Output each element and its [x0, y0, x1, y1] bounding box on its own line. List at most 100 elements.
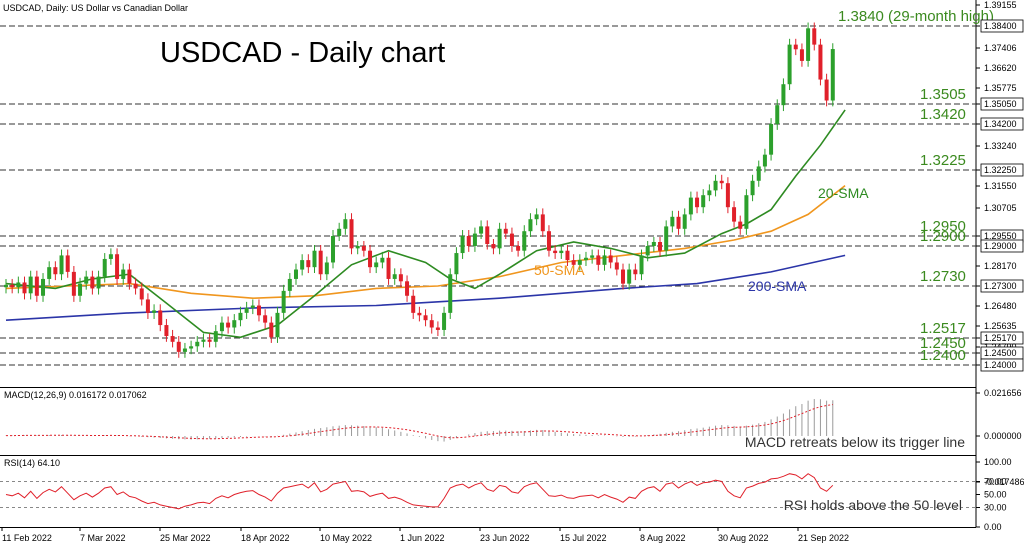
- rsi-tick-label: 50.00: [984, 490, 1007, 500]
- candle-body: [176, 341, 181, 352]
- sma50-line: [5, 184, 846, 300]
- candle-body: [516, 246, 521, 251]
- candle-body: [226, 322, 231, 328]
- candle-body: [47, 267, 52, 279]
- candle-body: [59, 255, 64, 275]
- candle-body: [454, 253, 459, 275]
- candle-body: [133, 283, 138, 289]
- candle-body: [429, 320, 434, 328]
- candle-body: [559, 250, 564, 254]
- date-tick-label: 8 Aug 2022: [640, 533, 686, 543]
- price-tick-label: 1.35775: [984, 83, 1017, 93]
- candle-body: [28, 276, 33, 294]
- candle-body: [22, 282, 27, 294]
- price-tick-label: 1.31550: [984, 181, 1017, 191]
- candle-body: [664, 226, 669, 251]
- price-level-box: [980, 117, 1024, 131]
- price-tick-label: 1.37406: [984, 43, 1017, 53]
- date-tick-label: 18 Apr 2022: [241, 533, 290, 543]
- candle-body: [139, 288, 144, 300]
- candle-body: [269, 322, 274, 338]
- sma200-label: 200-SMA: [748, 278, 807, 294]
- candles: [4, 22, 835, 358]
- candle-body: [78, 283, 83, 296]
- price-level-box: [980, 97, 1024, 111]
- candle-body: [355, 246, 360, 249]
- macd-tick-label: 0.021656: [984, 388, 1022, 398]
- level-lines: 1.3840 (29-month high) 1.3505 1.3420 1.3225…: [0, 8, 994, 366]
- candle-body: [491, 244, 496, 249]
- candle-body: [331, 236, 336, 263]
- candle-body: [448, 274, 453, 313]
- date-tick-label: 1 Jun 2022: [400, 533, 445, 543]
- candle-body: [65, 255, 70, 272]
- candle-body: [34, 276, 39, 296]
- price-tick-label: 1.29000: [984, 241, 1017, 251]
- candle-body: [466, 236, 471, 246]
- candle-body: [361, 246, 366, 251]
- candle-body: [158, 310, 163, 326]
- candle-body: [590, 255, 595, 258]
- level-label: 1.3505: [920, 86, 966, 103]
- candle-body: [460, 236, 465, 254]
- candle-body: [306, 260, 311, 268]
- level-label: 1.2950: [920, 218, 966, 235]
- candle-body: [300, 260, 305, 270]
- candle-body: [707, 190, 712, 196]
- candle-body: [503, 228, 508, 234]
- price-level-box: [980, 239, 1024, 253]
- candle-body: [775, 105, 780, 124]
- candle-body: [769, 124, 774, 155]
- candle-body: [337, 228, 342, 236]
- level-label: 1.2900: [920, 228, 966, 245]
- candle-body: [818, 44, 823, 80]
- candle-body: [435, 327, 440, 330]
- rsi-annotation: RSI holds above the 50 level: [784, 497, 962, 513]
- level-label: 1.2517: [920, 320, 966, 337]
- candle-body: [633, 269, 638, 275]
- candle-body: [713, 180, 718, 191]
- candle-body: [596, 255, 601, 265]
- candle-body: [10, 284, 15, 288]
- rsi-label: RSI(14) 64.10: [4, 458, 60, 468]
- date-tick-label: 30 Aug 2022: [718, 533, 769, 543]
- price-tick-label: 1.38400: [984, 21, 1017, 31]
- candle-body: [824, 79, 829, 101]
- date-tick-label: 15 Jul 2022: [560, 533, 607, 543]
- candle-body: [479, 226, 484, 234]
- macd-label: MACD(12,26,9) 0.016172 0.017062: [4, 390, 147, 400]
- level-label: 1.2730: [920, 268, 966, 285]
- candle-body: [84, 276, 89, 284]
- candle-body: [263, 315, 268, 323]
- candle-body: [207, 339, 212, 342]
- candle-body: [522, 231, 527, 251]
- candle-body: [442, 312, 447, 330]
- candle-body: [762, 154, 767, 167]
- candle-body: [553, 250, 558, 254]
- candle-body: [577, 260, 582, 265]
- candle-body: [670, 216, 675, 227]
- rsi-tick-label: 0.00: [984, 522, 1002, 532]
- sma50-label: 50-SMA: [534, 262, 585, 278]
- candle-body: [201, 339, 206, 342]
- price-tick-label: 1.27300: [984, 281, 1017, 291]
- candle-body: [627, 269, 632, 284]
- price-tick-label: 1.32250: [984, 165, 1017, 175]
- candle-body: [115, 254, 120, 279]
- candle-body: [411, 295, 416, 313]
- chart-title: USDCAD - Daily chart: [160, 37, 445, 69]
- candle-body: [645, 246, 650, 256]
- candle-body: [787, 44, 792, 85]
- rsi-tick-label: 30.00: [984, 503, 1007, 513]
- candle-body: [732, 207, 737, 222]
- candle-body: [324, 262, 329, 275]
- candle-body: [250, 305, 255, 308]
- candle-body: [701, 195, 706, 208]
- candle-body: [651, 242, 656, 246]
- candle-body: [287, 278, 292, 291]
- date-tick-label: 10 May 2022: [320, 533, 372, 543]
- sma200-line: [5, 254, 846, 321]
- moving-averages: [5, 109, 846, 339]
- date-axis: 11 Feb 2022 7 Mar 2022 25 Mar 2022 18 Apr 2…: [1, 527, 849, 543]
